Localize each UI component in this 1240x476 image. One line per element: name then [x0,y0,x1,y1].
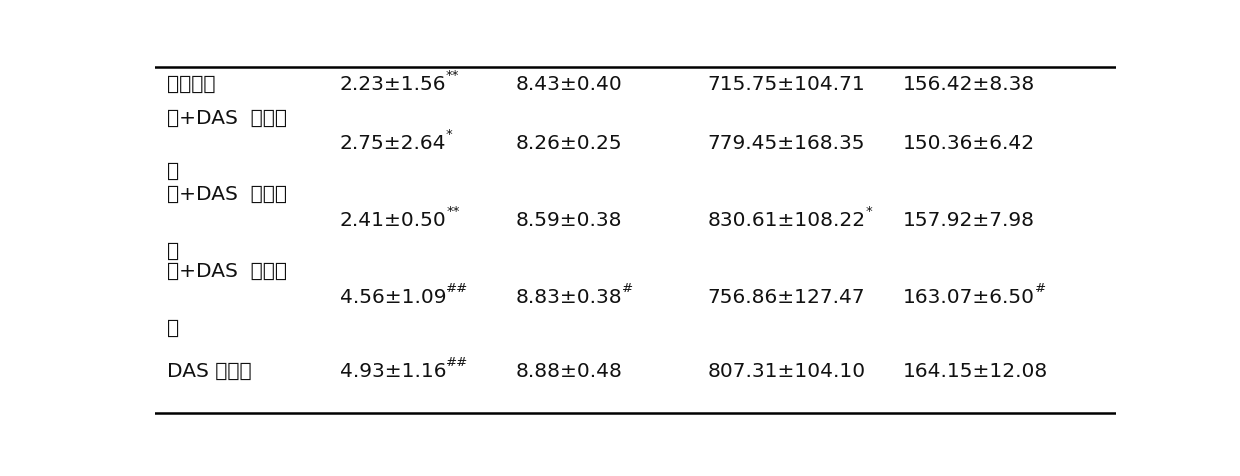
Text: *: * [866,205,873,218]
Text: 苯+DAS  中剂量: 苯+DAS 中剂量 [166,184,286,203]
Text: 苯+DAS  低剂量: 苯+DAS 低剂量 [166,109,286,128]
Text: 8.59±0.38: 8.59±0.38 [516,210,622,229]
Text: **: ** [446,205,460,218]
Text: 163.07±6.50: 163.07±6.50 [903,288,1034,307]
Text: 807.31±104.10: 807.31±104.10 [708,361,866,380]
Text: **: ** [446,69,460,82]
Text: 苯+DAS  高剂量: 苯+DAS 高剂量 [166,261,286,280]
Text: 715.75±104.71: 715.75±104.71 [708,75,866,93]
Text: 830.61±108.22: 830.61±108.22 [708,210,866,229]
Text: ##: ## [446,356,469,368]
Text: 8.26±0.25: 8.26±0.25 [516,134,622,153]
Text: 756.86±127.47: 756.86±127.47 [708,288,866,307]
Text: 156.42±8.38: 156.42±8.38 [903,75,1035,93]
Text: 组: 组 [166,318,179,337]
Text: 779.45±168.35: 779.45±168.35 [708,134,866,153]
Text: 8.88±0.48: 8.88±0.48 [516,361,622,380]
Text: 4.93±1.16: 4.93±1.16 [340,361,446,380]
Text: 164.15±12.08: 164.15±12.08 [903,361,1048,380]
Text: 8.43±0.40: 8.43±0.40 [516,75,622,93]
Text: 组: 组 [166,161,179,180]
Text: DAS 对照组: DAS 对照组 [166,361,252,380]
Text: 2.75±2.64: 2.75±2.64 [340,134,446,153]
Text: 4.56±1.09: 4.56±1.09 [340,288,446,307]
Text: 157.92±7.98: 157.92±7.98 [903,210,1034,229]
Text: 苯模型组: 苯模型组 [166,75,215,93]
Text: #: # [622,282,634,295]
Text: #: # [1034,282,1045,295]
Text: *: * [446,128,453,141]
Text: 组: 组 [166,241,179,260]
Text: ##: ## [446,282,469,295]
Text: 8.83±0.38: 8.83±0.38 [516,288,622,307]
Text: 2.41±0.50: 2.41±0.50 [340,210,446,229]
Text: 2.23±1.56: 2.23±1.56 [340,75,446,93]
Text: 150.36±6.42: 150.36±6.42 [903,134,1035,153]
